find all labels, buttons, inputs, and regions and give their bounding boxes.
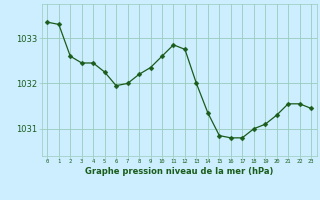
- X-axis label: Graphe pression niveau de la mer (hPa): Graphe pression niveau de la mer (hPa): [85, 167, 273, 176]
